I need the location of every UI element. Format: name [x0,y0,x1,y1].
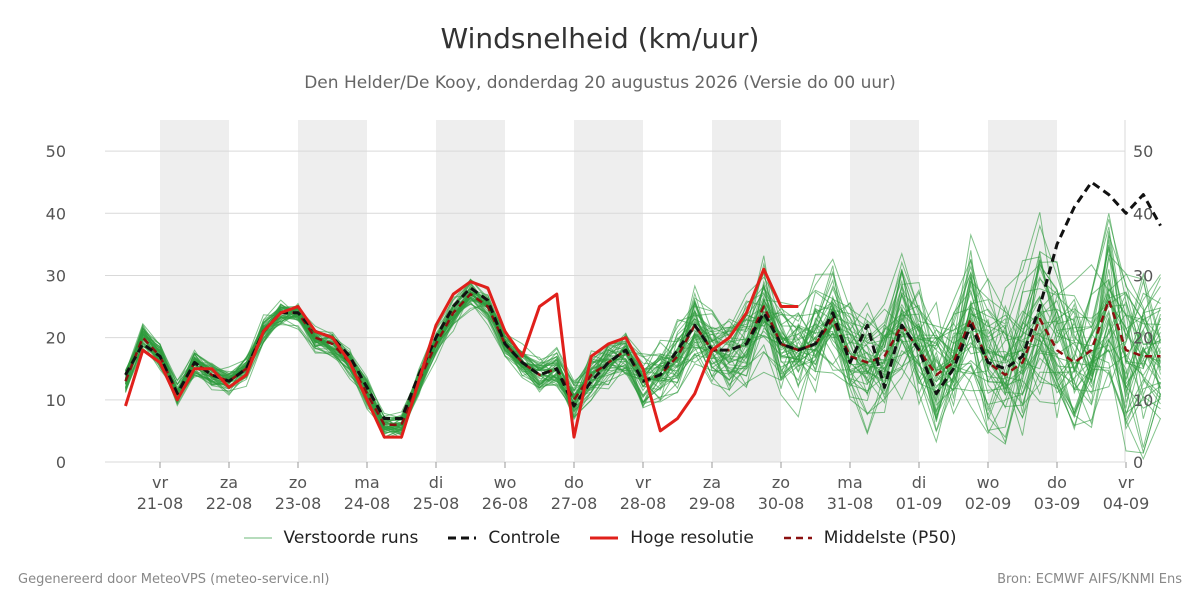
x-tick-weekday: vr [1118,473,1134,492]
x-tick-weekday: ma [354,473,379,492]
x-tick-date: 30-08 [758,494,805,513]
shaded-day-band [160,120,229,462]
ensemble-member-line [125,277,1161,440]
y-tick-label-right: 20 [1133,329,1153,348]
y-tick-label-right: 0 [1133,453,1143,472]
x-tick-date: 22-08 [206,494,253,513]
y-tick-label-left: 0 [56,453,66,472]
x-tick-weekday: ma [837,473,862,492]
legend-item-ensemble: Verstoorde runs [243,528,419,548]
x-tick-date: 21-08 [137,494,184,513]
x-tick-date: 02-09 [965,494,1012,513]
footer-source: Bron: ECMWF AIFS/KNMI Ens [997,572,1182,587]
ensemble-member-line [125,250,1161,436]
x-tick-weekday: do [1047,473,1067,492]
y-tick-label-left: 10 [46,391,66,410]
legend-item-median: Middelste (P50) [783,528,957,548]
x-tick-weekday: wo [977,473,1000,492]
y-tick-label-right: 50 [1133,142,1153,161]
shaded-day-band [574,120,643,462]
x-tick-date: 03-09 [1034,494,1081,513]
x-tick-weekday: wo [494,473,517,492]
x-tick-date: 24-08 [344,494,391,513]
y-tick-label-left: 50 [46,142,66,161]
x-tick-weekday: za [703,473,721,492]
x-tick-weekday: zo [289,473,307,492]
y-tick-label-left: 40 [46,204,66,223]
x-tick-weekday: di [429,473,444,492]
control-line [124,180,1162,420]
x-tick-weekday: do [564,473,584,492]
y-tick-label-right: 30 [1133,266,1153,285]
x-tick-date: 01-09 [896,494,943,513]
x-tick-date: 28-08 [620,494,667,513]
x-tick-date: 31-08 [827,494,874,513]
legend-swatch-ensemble [243,537,272,539]
x-tick-date: 04-09 [1103,494,1150,513]
legend-swatch-median [783,536,812,540]
chart-legend: Verstoorde runs Controle Hoge resolutie … [0,528,1200,548]
legend-item-hires: Hoge resolutie [590,528,754,548]
legend-label-hires: Hoge resolutie [630,528,754,548]
legend-label-ensemble: Verstoorde runs [283,528,419,548]
x-tick-weekday: vr [152,473,168,492]
x-tick-weekday: za [220,473,238,492]
x-tick-date: 29-08 [689,494,736,513]
x-tick-date: 25-08 [413,494,460,513]
chart-subtitle: Den Helder/De Kooy, donderdag 20 augustu… [304,73,896,93]
legend-swatch-hires [590,536,619,540]
x-tick-date: 23-08 [275,494,322,513]
hires-line [124,267,799,439]
legend-label-control: Controle [488,528,561,548]
y-tick-label-left: 20 [46,329,66,348]
x-tick-date: 26-08 [482,494,529,513]
y-tick-label-left: 30 [46,266,66,285]
x-tick-date: 27-08 [551,494,598,513]
x-tick-weekday: zo [772,473,790,492]
y-tick-label-right: 10 [1133,391,1153,410]
legend-swatch-control [448,536,477,540]
footer-generated-by: Gegenereerd door MeteoVPS (meteo-service… [18,572,330,587]
ensemble-member-line [125,257,1161,419]
x-tick-weekday: vr [635,473,651,492]
y-tick-label-right: 40 [1133,204,1153,223]
shaded-day-band [712,120,781,462]
x-tick-weekday: di [912,473,927,492]
chart-title: Windsnelheid (km/uur) [440,22,760,55]
legend-label-median: Middelste (P50) [823,528,957,548]
legend-item-control: Controle [448,528,560,548]
shaded-day-band [298,120,367,462]
